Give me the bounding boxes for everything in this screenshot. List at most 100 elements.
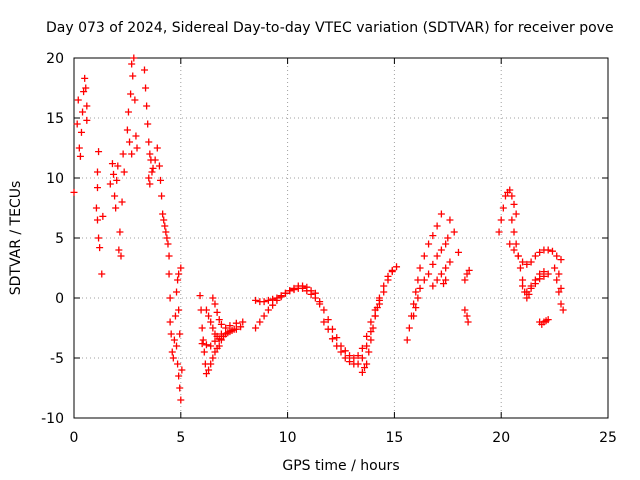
data-point (176, 384, 184, 392)
y-tick-label: -10 (41, 411, 64, 427)
data-point (333, 342, 341, 350)
data-point (495, 228, 503, 236)
data-point (499, 204, 507, 212)
data-point (198, 340, 206, 348)
data-point (112, 204, 120, 212)
data-point (164, 240, 172, 248)
data-point (76, 152, 84, 160)
data-point (95, 148, 103, 156)
data-point (226, 322, 234, 330)
data-point (444, 234, 452, 242)
data-point (506, 186, 514, 194)
data-point (516, 264, 524, 272)
data-point (380, 282, 388, 290)
data-point (165, 270, 173, 278)
data-point (199, 336, 207, 344)
y-tick-label: -5 (50, 351, 64, 367)
data-point (75, 144, 83, 152)
data-point (132, 132, 140, 140)
y-tick-label: 10 (46, 171, 64, 187)
data-point (346, 352, 354, 360)
data-point (260, 298, 268, 306)
data-point (437, 246, 445, 254)
data-point (463, 270, 471, 278)
data-point (416, 284, 424, 292)
data-point (209, 354, 217, 362)
data-point (128, 60, 136, 68)
data-point (433, 222, 441, 230)
data-point (277, 292, 285, 300)
data-point (420, 252, 428, 260)
data-point (73, 120, 81, 128)
plot-frame (73, 57, 609, 419)
data-point (454, 248, 462, 256)
data-point (286, 287, 294, 295)
data-point (77, 128, 85, 136)
data-point (303, 283, 311, 291)
data-point (83, 102, 91, 110)
axes: 0 5 10 15 20 25 -10 -5 0 5 10 15 20 (41, 51, 617, 446)
data-point (161, 222, 169, 230)
data-point (98, 270, 106, 278)
data-point (120, 168, 128, 176)
data-point (371, 312, 379, 320)
data-point (130, 54, 138, 62)
data-point (506, 240, 514, 248)
data-point (363, 332, 371, 340)
data-point (211, 348, 219, 356)
data-point (324, 316, 332, 324)
data-point (110, 170, 118, 178)
data-point (363, 360, 371, 368)
data-point (523, 260, 531, 268)
data-point (414, 294, 422, 302)
data-point (202, 306, 210, 314)
data-point (144, 120, 152, 128)
chart-title: Day 073 of 2024, Sidereal Day-to-day VTE… (46, 20, 614, 36)
data-point (207, 360, 215, 368)
data-point (146, 150, 154, 158)
data-point (145, 174, 153, 182)
data-point (113, 176, 121, 184)
data-point (540, 272, 548, 280)
data-point (118, 198, 126, 206)
data-point (429, 260, 437, 268)
data-point (360, 364, 368, 372)
data-point (403, 336, 411, 344)
data-point (264, 306, 272, 314)
data-point (165, 252, 173, 260)
data-point (237, 323, 245, 331)
data-point (316, 300, 324, 308)
data-point (557, 256, 565, 264)
data-point (510, 228, 518, 236)
data-point (433, 276, 441, 284)
data-point (175, 306, 183, 314)
data-point (196, 292, 204, 300)
data-point (555, 288, 563, 296)
data-point (224, 329, 232, 337)
data-point (375, 296, 383, 304)
data-point (461, 276, 469, 284)
data-point (148, 168, 156, 176)
data-point (519, 258, 527, 266)
x-tick-label: 10 (279, 430, 297, 446)
data-point (174, 360, 182, 368)
data-point (232, 325, 240, 333)
data-point (544, 270, 552, 278)
data-point (145, 138, 153, 146)
data-point (273, 294, 281, 302)
data-point (166, 318, 174, 326)
data-point (74, 96, 82, 104)
data-point (440, 280, 448, 288)
data-point (425, 240, 433, 248)
data-point (211, 337, 219, 345)
data-point (290, 284, 298, 292)
data-point (200, 348, 208, 356)
data-point (133, 144, 141, 152)
data-point (497, 216, 505, 224)
data-point (437, 210, 445, 218)
data-point (324, 325, 332, 333)
data-point (350, 354, 358, 362)
data-point (354, 360, 362, 368)
data-point (412, 304, 420, 312)
data-point (93, 168, 101, 176)
